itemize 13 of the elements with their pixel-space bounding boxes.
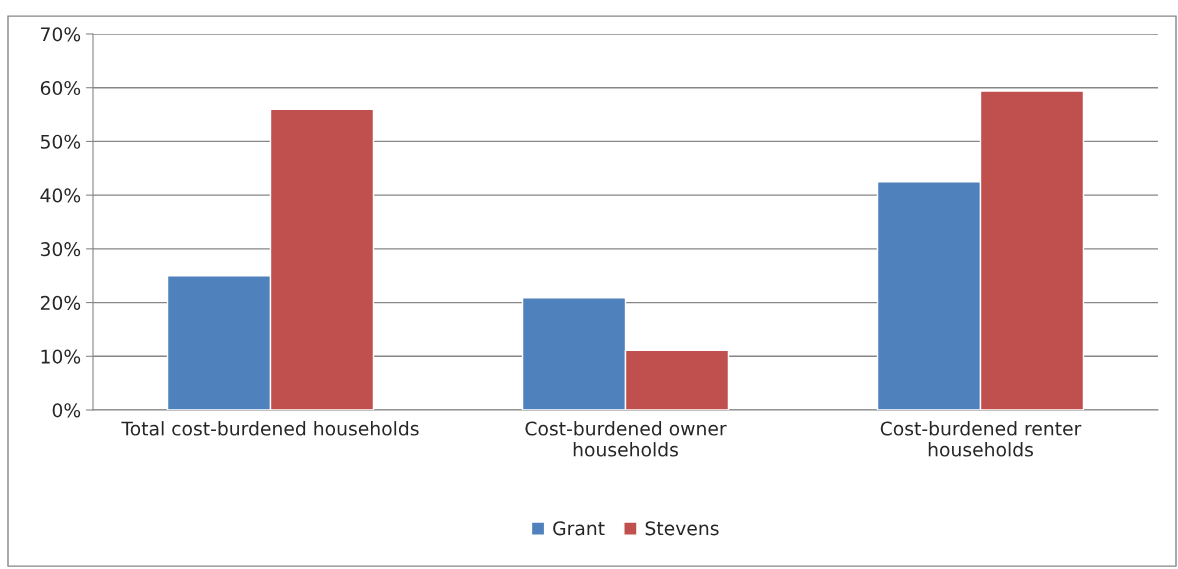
x-tick-label: Total cost-burdened households [121,421,419,436]
y-tick-label: 60% [40,80,81,96]
y-tick-label: 70% [41,27,81,42]
y-tick-label: 40% [40,188,81,203]
legend-label: Stevens [645,521,719,536]
x-tick-label: Cost-burdened owner households [525,421,727,457]
y-tick-label: 50% [40,134,81,149]
y-tick-label: 20% [40,295,81,310]
legend-label: Grant [553,521,605,536]
y-tick-label: 0% [52,403,81,418]
y-tick-label: 30% [40,242,81,257]
y-tick-label: 10% [41,349,81,364]
x-tick-label: Cost-burdened renter households [880,421,1082,457]
